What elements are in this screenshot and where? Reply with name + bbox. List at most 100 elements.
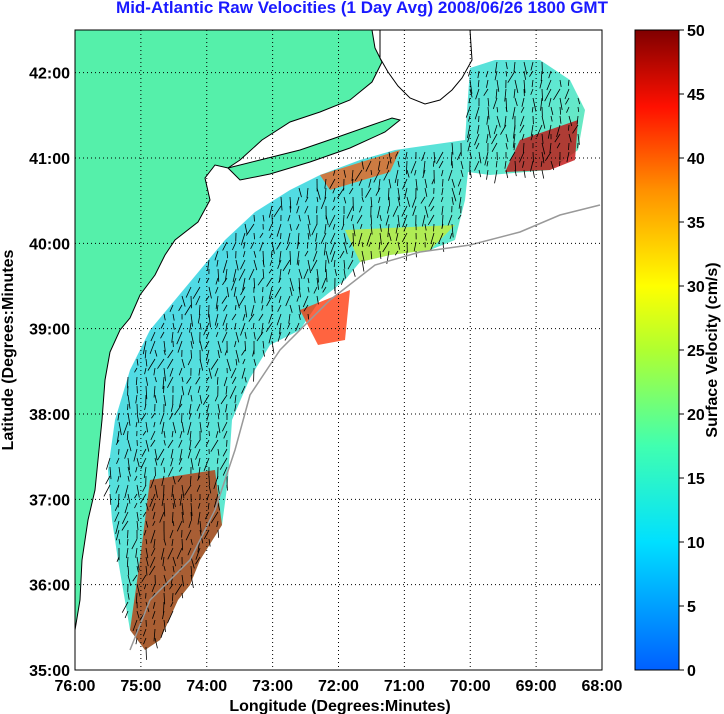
colorbar-tick-label: 30 bbox=[687, 279, 705, 296]
velocity-arrow bbox=[313, 286, 318, 294]
velocity-arrow bbox=[504, 160, 507, 169]
velocity-arrow bbox=[424, 205, 429, 218]
velocity-arrow bbox=[189, 430, 192, 441]
velocity-arrow bbox=[513, 88, 516, 98]
velocity-arrow bbox=[477, 124, 480, 134]
velocity-arrow bbox=[132, 619, 138, 632]
velocity-arrow bbox=[350, 214, 354, 222]
velocity-arrow bbox=[316, 277, 320, 290]
velocity-arrow bbox=[217, 403, 221, 413]
velocity-arrow bbox=[512, 124, 516, 139]
velocity-arrow bbox=[199, 394, 203, 404]
colorbar-tick-label: 35 bbox=[687, 215, 705, 232]
velocity-arrow bbox=[154, 457, 158, 466]
velocity-arrow bbox=[268, 223, 273, 232]
velocity-arrow bbox=[322, 286, 327, 293]
velocity-arrow bbox=[170, 457, 174, 467]
velocity-arrow bbox=[401, 205, 408, 217]
velocity-arrow bbox=[342, 214, 345, 225]
velocity-arrow bbox=[190, 556, 195, 569]
velocity-arrow bbox=[154, 448, 158, 461]
velocity-arrow bbox=[163, 466, 166, 473]
velocity-arrow bbox=[121, 520, 129, 531]
velocity-arrow bbox=[157, 358, 165, 369]
velocity-arrow bbox=[252, 322, 255, 329]
velocity-arrow bbox=[145, 538, 148, 545]
velocity-arrow bbox=[115, 529, 120, 541]
velocity-arrow bbox=[210, 511, 219, 524]
velocity-arrow bbox=[197, 475, 201, 481]
velocity-arrow bbox=[541, 169, 545, 179]
velocity-arrow bbox=[397, 196, 401, 207]
velocity-arrow bbox=[244, 331, 247, 339]
velocity-arrow bbox=[386, 205, 390, 214]
velocity-arrow bbox=[458, 196, 462, 209]
velocity-arrow bbox=[172, 313, 175, 321]
velocity-arrow bbox=[238, 295, 246, 307]
velocity-arrow bbox=[143, 466, 147, 478]
velocity-arrow bbox=[540, 97, 543, 111]
velocity-arrow bbox=[207, 259, 210, 271]
velocity-arrow bbox=[514, 79, 519, 94]
velocity-arrow bbox=[385, 214, 390, 226]
velocity-arrow bbox=[332, 223, 336, 230]
velocity-arrow bbox=[521, 97, 525, 107]
velocity-arrow bbox=[231, 376, 237, 385]
velocity-arrow bbox=[240, 232, 246, 246]
velocity-arrow bbox=[513, 142, 516, 151]
velocity-arrow bbox=[276, 241, 282, 250]
velocity-arrow bbox=[116, 430, 120, 444]
velocity-arrow bbox=[467, 142, 471, 152]
velocity-arrow bbox=[486, 169, 489, 180]
velocity-arrow bbox=[221, 331, 228, 343]
velocity-arrow bbox=[253, 259, 258, 271]
velocity-arrow bbox=[149, 340, 156, 355]
velocity-arrow bbox=[331, 250, 336, 263]
velocity-arrow bbox=[354, 169, 363, 182]
velocity-arrow bbox=[161, 493, 165, 506]
velocity-arrow bbox=[124, 610, 129, 619]
velocity-arrow bbox=[196, 403, 201, 412]
velocity-arrow bbox=[117, 475, 120, 482]
velocity-arrow bbox=[289, 223, 292, 231]
velocity-arrow bbox=[179, 394, 183, 408]
velocity-arrow bbox=[289, 205, 291, 213]
velocity-arrow bbox=[379, 223, 382, 232]
velocity-arrow bbox=[523, 169, 526, 178]
velocity-arrow bbox=[217, 484, 220, 494]
velocity-arrow bbox=[438, 232, 444, 244]
velocity-arrow bbox=[351, 250, 354, 258]
velocity-arrow bbox=[268, 313, 273, 324]
velocity-arrow bbox=[250, 241, 255, 250]
velocity-arrow bbox=[169, 529, 174, 539]
lat-tick-label: 42:00 bbox=[29, 66, 70, 83]
velocity-arrow bbox=[188, 403, 192, 415]
velocity-arrow bbox=[190, 565, 193, 577]
velocity-arrow bbox=[215, 286, 219, 294]
velocity-arrow bbox=[307, 214, 311, 226]
velocity-arrow bbox=[276, 223, 282, 237]
velocity-arrow bbox=[331, 205, 336, 211]
velocity-arrow bbox=[241, 385, 246, 394]
velocity-arrow bbox=[195, 556, 201, 565]
velocity-arrow bbox=[198, 304, 201, 315]
velocity-arrow bbox=[163, 601, 165, 614]
velocity-arrow bbox=[195, 295, 201, 306]
velocity-arrow bbox=[195, 547, 201, 560]
velocity-arrow bbox=[565, 97, 570, 105]
velocity-arrow bbox=[181, 385, 185, 396]
velocity-arrow bbox=[136, 610, 140, 619]
velocity-arrow bbox=[388, 151, 392, 164]
velocity-arrow bbox=[205, 439, 210, 447]
velocity-arrow bbox=[271, 340, 275, 354]
velocity-arrow bbox=[460, 160, 464, 170]
velocity-arrow bbox=[206, 277, 210, 283]
velocity-arrow bbox=[341, 223, 345, 231]
velocity-arrow bbox=[449, 232, 453, 239]
velocity-arrow bbox=[303, 304, 309, 312]
velocity-arrow bbox=[177, 475, 183, 482]
velocity-arrow bbox=[167, 349, 174, 359]
velocity-arrow bbox=[285, 241, 291, 251]
velocity-arrow bbox=[216, 457, 219, 464]
velocity-arrow bbox=[339, 250, 345, 259]
